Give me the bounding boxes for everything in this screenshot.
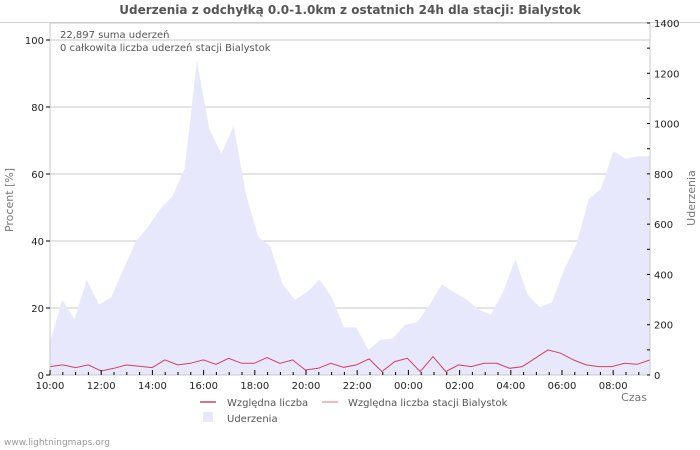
info-total-strikes: 22,897 suma uderzeń <box>60 29 169 41</box>
x-tick-label: 14:00 <box>138 381 167 392</box>
x-tick-label: 18:00 <box>240 381 269 392</box>
x-tick-label: 10:00 <box>36 381 65 392</box>
x-axis: 10:00 12:00 14:00 16:00 18:00 20:00 22:00 00:00… <box>36 370 640 392</box>
right-tick-label: 1200 <box>654 69 679 80</box>
footer-link[interactable]: www.lightningmaps.org <box>4 438 110 448</box>
x-tick-label: 22:00 <box>343 381 372 392</box>
x-tick-label: 20:00 <box>292 381 321 392</box>
left-tick-label: 80 <box>31 103 44 114</box>
left-tick-label: 40 <box>31 237 44 248</box>
right-tick-label: 800 <box>654 170 673 181</box>
legend-label-relative: Względna liczba <box>227 398 308 409</box>
x-tick-label: 08:00 <box>599 381 628 392</box>
legend: Względna liczba Względna liczba stacji B… <box>200 398 508 425</box>
legend-label-station: Względna liczba stacji Bialystok <box>348 398 508 409</box>
uderzenia-area <box>50 60 650 375</box>
left-tick-label: 0 <box>38 371 44 382</box>
x-tick-label: 06:00 <box>548 381 577 392</box>
x-tick-label: 12:00 <box>87 381 116 392</box>
right-tick-label: 400 <box>654 270 673 281</box>
x-tick-label: 16:00 <box>189 381 218 392</box>
info-station-strikes: 0 całkowita liczba uderzeń stacji Bialys… <box>60 42 271 54</box>
left-y-axis: 0 20 40 60 80 100 <box>25 36 50 382</box>
right-tick-label: 1400 <box>654 19 679 30</box>
left-tick-label: 20 <box>31 304 44 315</box>
left-axis-label: Procent [%] <box>3 168 16 232</box>
x-tick-label: 04:00 <box>496 381 525 392</box>
x-tick-label: 00:00 <box>394 381 423 392</box>
right-y-axis: 0 200 400 600 800 1000 1200 1400 <box>647 19 679 382</box>
right-tick-label: 200 <box>654 321 673 332</box>
legend-label-uderzenia: Uderzenia <box>227 414 278 425</box>
legend-swatch-uderzenia <box>203 412 213 422</box>
left-tick-label: 100 <box>25 36 44 47</box>
right-tick-label: 600 <box>654 220 673 231</box>
chart-title: Uderzenia z odchyłką 0.0-1.0km z ostatni… <box>119 3 581 17</box>
relative-count-line <box>49 349 651 373</box>
right-tick-label: 1000 <box>654 120 679 131</box>
x-tick-label: 02:00 <box>445 381 474 392</box>
x-axis-label: Czas <box>621 391 647 404</box>
right-tick-label: 0 <box>654 371 660 382</box>
left-tick-label: 60 <box>31 170 44 181</box>
right-axis-label: Uderzenia <box>685 170 698 226</box>
